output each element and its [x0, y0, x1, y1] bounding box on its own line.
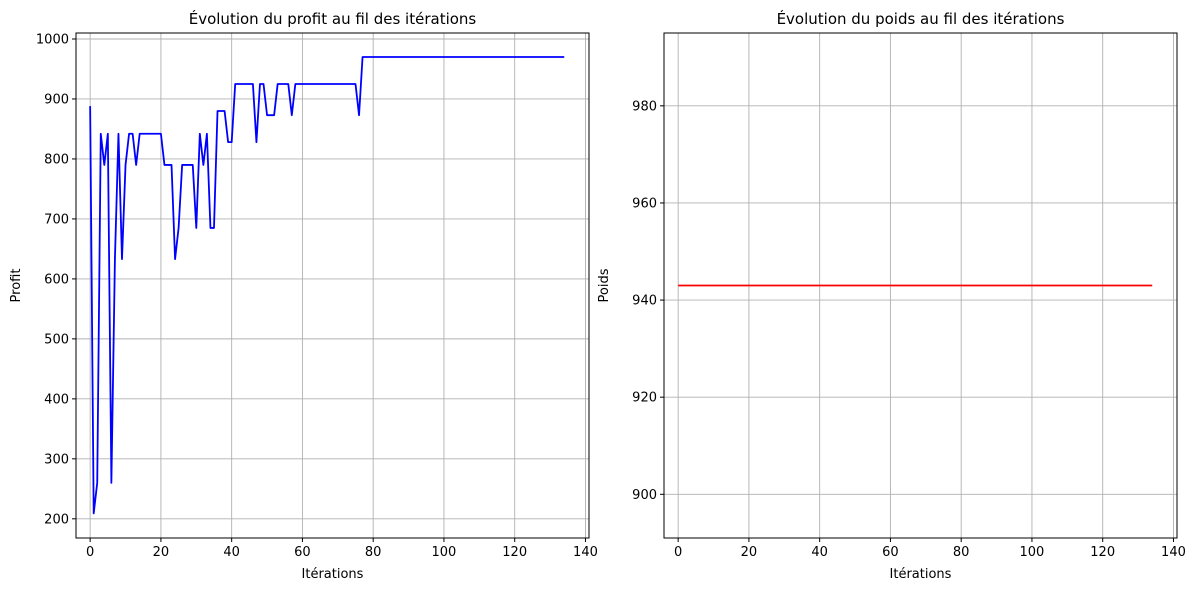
x-tick-label: 20	[741, 545, 758, 560]
y-tick-label: 940	[632, 294, 657, 309]
y-tick-label: 900	[44, 92, 69, 107]
y-tick-label: 980	[632, 99, 657, 114]
chart-panel-2: 0 20 40 60 80 100 120 140 900 920 940 960 980 Évoluti…	[597, 9, 1186, 582]
chart-panel-1: 0 20 40 60 80 100 120 140 200 300 400 500 600 700 800 9…	[9, 9, 598, 582]
y-tick-label: 800	[44, 152, 69, 167]
x-tick-label: 0	[674, 545, 682, 560]
y-axis-label: Profit	[9, 269, 24, 303]
y-axis-label: Poids	[597, 268, 612, 302]
x-tick-label: 140	[1161, 545, 1186, 560]
x-tick-label: 60	[294, 545, 311, 560]
plot-frame	[663, 32, 1178, 539]
x-tick-label: 20	[153, 545, 170, 560]
y-tick-label: 920	[632, 391, 657, 406]
y-tick-label: 500	[44, 332, 69, 347]
y-tick-label: 1000	[36, 32, 69, 47]
y-tick-label: 300	[44, 452, 69, 467]
y-tick-label: 700	[44, 212, 69, 227]
y-tick-label: 960	[632, 196, 657, 211]
x-tick-label: 60	[882, 545, 899, 560]
x-tick-label: 80	[953, 545, 970, 560]
y-tick-label: 200	[44, 512, 69, 527]
x-tick-label: 80	[365, 545, 382, 560]
y-tick-label: 900	[632, 488, 657, 503]
x-axis-label: Itérations	[890, 567, 952, 582]
x-tick-label: 100	[432, 545, 457, 560]
x-axis-label: Itérations	[302, 567, 364, 582]
x-tick-label: 0	[86, 545, 94, 560]
x-tick-label: 120	[1090, 545, 1115, 560]
y-tick-label: 600	[44, 272, 69, 287]
x-tick-label: 40	[223, 545, 240, 560]
series-line-1	[89, 56, 565, 515]
x-tick-label: 100	[1020, 545, 1045, 560]
plot-frame	[75, 32, 590, 539]
x-tick-label: 140	[573, 545, 598, 560]
chart-title: Évolution du poids au fil des itérations	[777, 9, 1065, 28]
chart-title: Évolution du profit au fil des itération…	[189, 9, 477, 28]
x-tick-label: 40	[811, 545, 828, 560]
y-tick-label: 400	[44, 392, 69, 407]
x-tick-label: 120	[502, 545, 527, 560]
